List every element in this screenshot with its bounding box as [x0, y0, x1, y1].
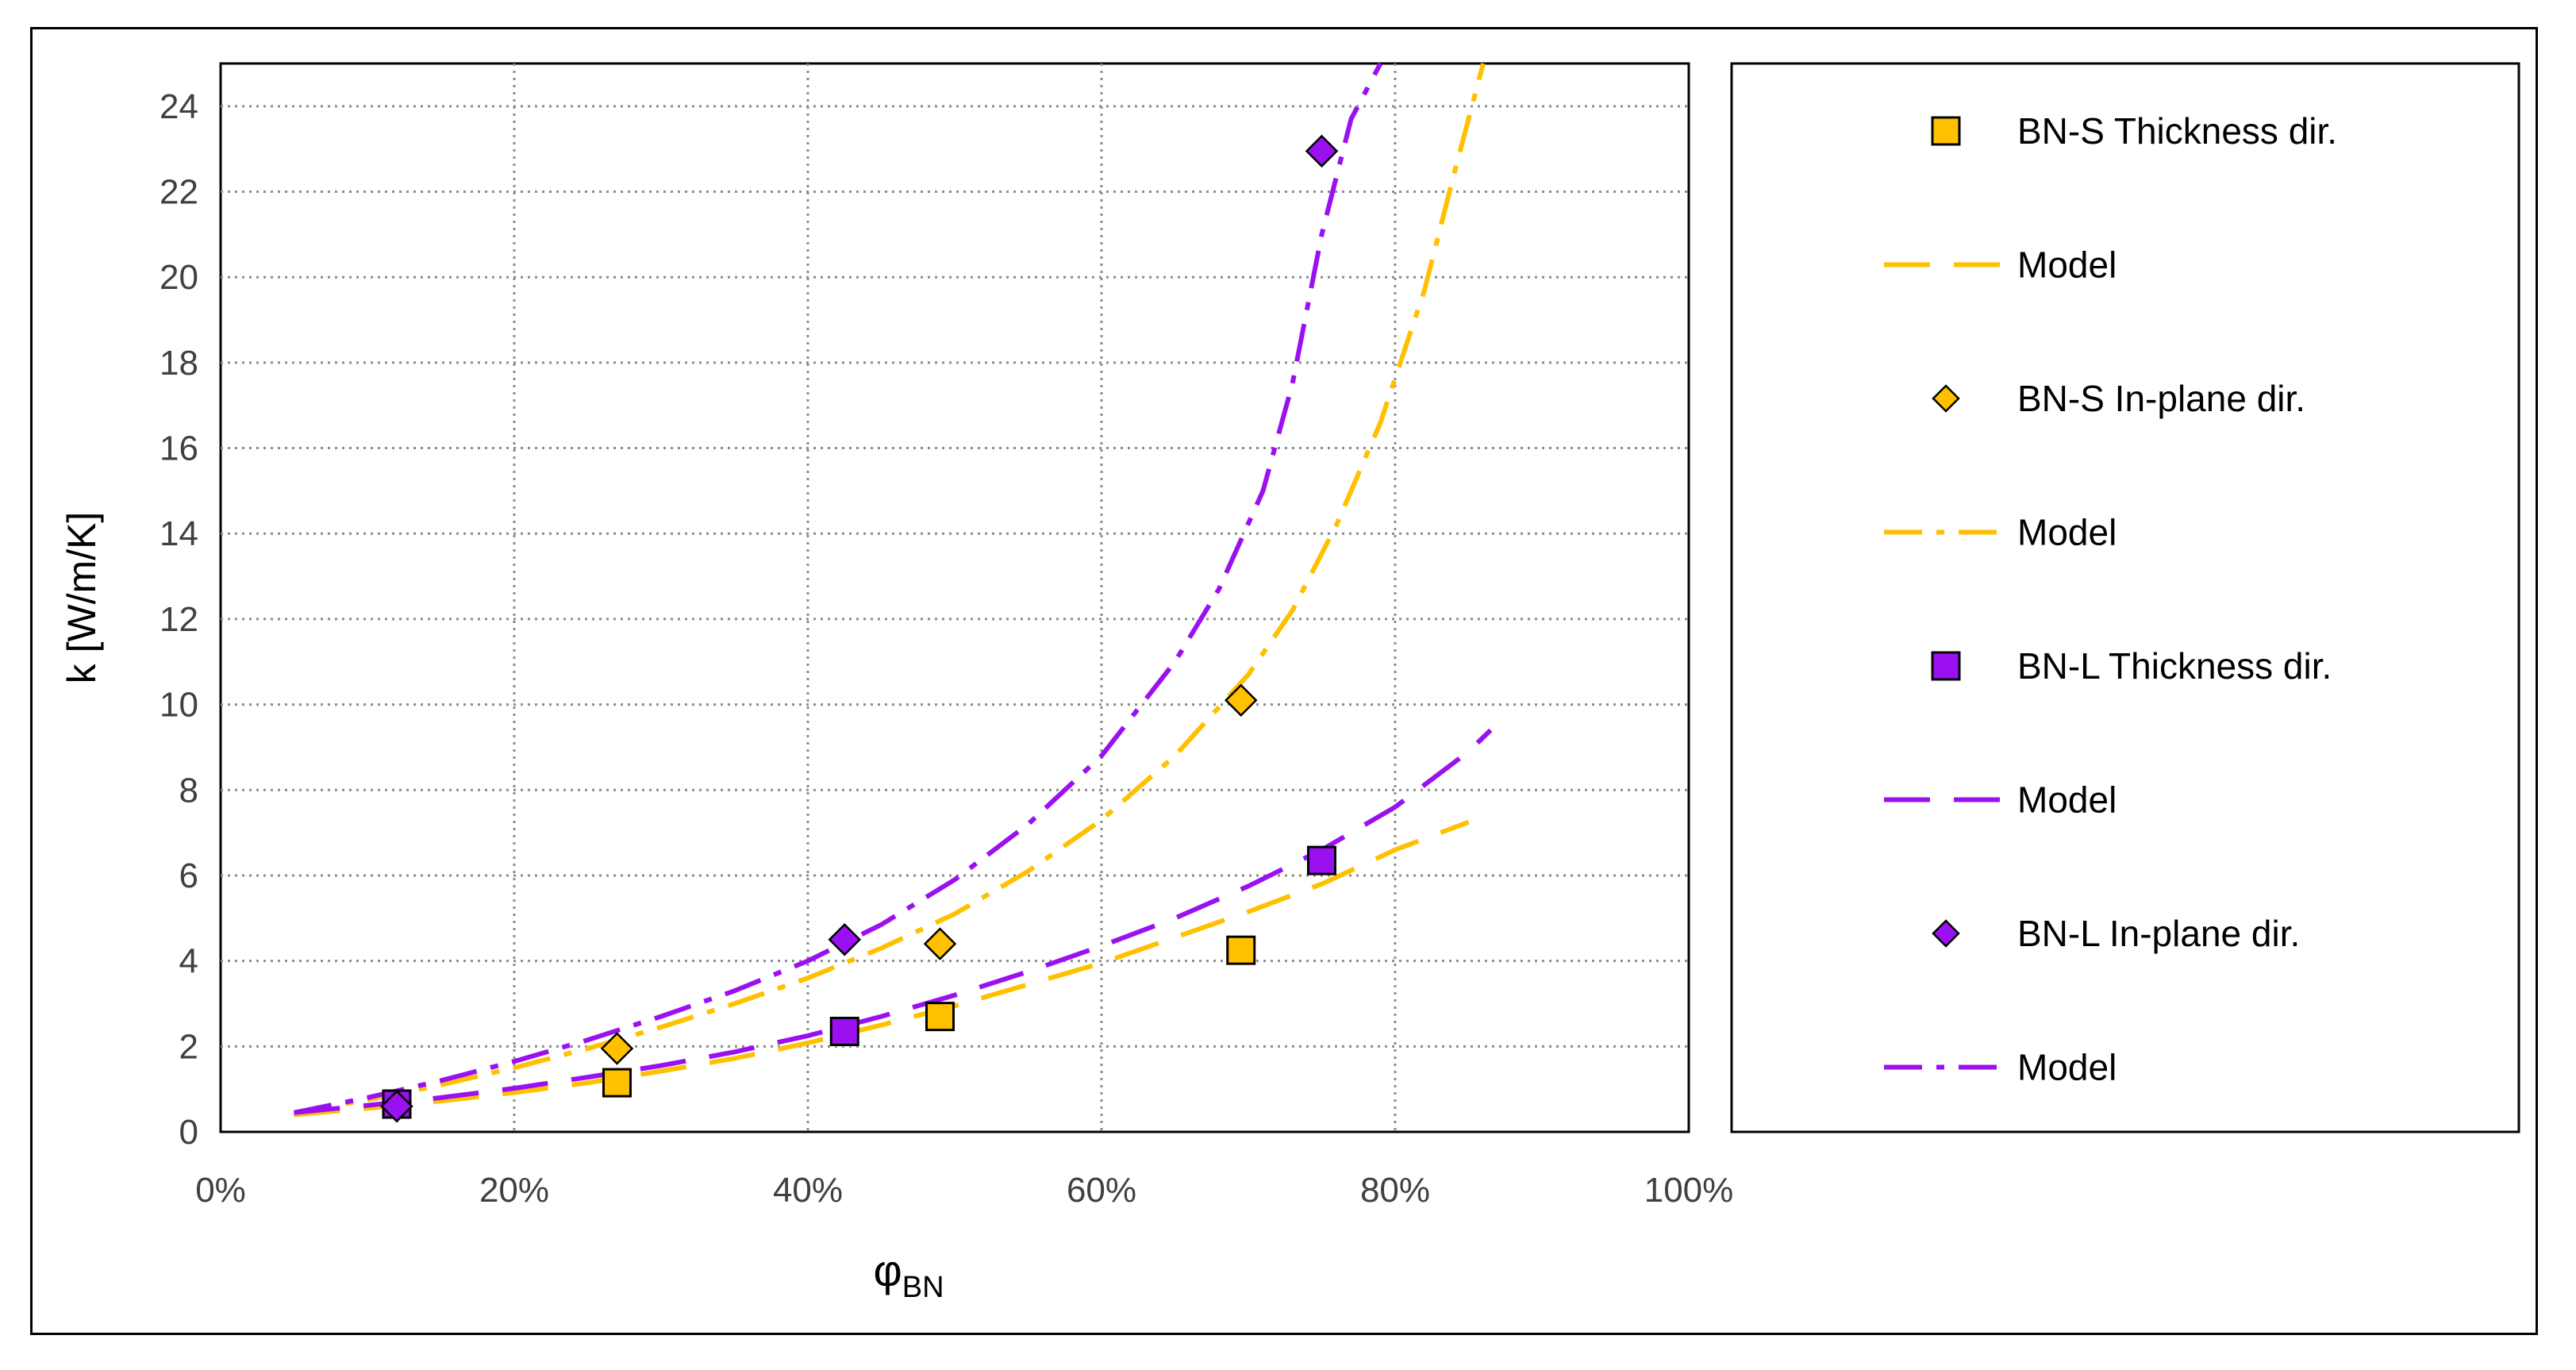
legend-label: Model: [2017, 779, 2117, 821]
legend: BN-S Thickness dir. Model BN-S In-plane di…: [1884, 110, 2337, 1088]
model-line: [293, 62, 1383, 1115]
square-marker: [602, 1068, 632, 1098]
model-line: [294, 728, 1493, 1115]
x-tick-label: 100%: [1644, 1171, 1734, 1210]
y-tick-label: 14: [160, 514, 198, 553]
diamond-marker: [1224, 683, 1258, 717]
square-marker: [1226, 935, 1256, 965]
x-axis-title-symbol: φ: [873, 1245, 902, 1295]
diamond-marker: [1305, 134, 1339, 168]
diamond-marker: [828, 922, 862, 956]
x-tick-label: 40%: [773, 1171, 843, 1210]
legend-label: Model: [2017, 244, 2117, 286]
y-tick-label: 0: [179, 1113, 198, 1152]
plot-area: [219, 62, 1690, 1133]
x-tick-label: 0%: [195, 1171, 246, 1210]
diamond-marker: [380, 1089, 413, 1123]
legend-label: Model: [2017, 1047, 2117, 1088]
diamond-marker: [923, 927, 957, 960]
data-markers: [380, 134, 1339, 1123]
gridlines: [221, 63, 1689, 1132]
model-line: [293, 63, 1486, 1115]
y-tick-label: 4: [179, 942, 198, 981]
legend-label: BN-S Thickness dir.: [2017, 110, 2337, 152]
y-axis-title: k [W/m/K]: [60, 512, 104, 684]
legend-marker: [1932, 384, 1960, 413]
y-tick-label: 6: [179, 856, 198, 895]
y-tick-label: 8: [179, 771, 198, 810]
y-tick-label: 24: [160, 87, 198, 126]
y-tick-label: 22: [160, 173, 198, 212]
y-tick-label: 16: [160, 429, 198, 468]
square-marker: [925, 1002, 955, 1032]
x-axis-title-subscript: BN: [902, 1271, 944, 1304]
y-tick-label: 12: [160, 600, 198, 639]
legend-marker: [1932, 919, 1960, 948]
legend-label: BN-L Thickness dir.: [2017, 645, 2332, 687]
legend-label: BN-L In-plane dir.: [2017, 913, 2300, 954]
x-axis-title: φBN: [873, 1245, 944, 1304]
model-lines: [293, 62, 1493, 1118]
square-marker: [1307, 845, 1336, 875]
x-tick-label: 60%: [1067, 1171, 1136, 1210]
x-tick-label: 80%: [1360, 1171, 1430, 1210]
legend-label: Model: [2017, 512, 2117, 553]
y-tick-label: 2: [179, 1027, 198, 1066]
y-tick-label: 18: [160, 344, 198, 383]
legend-label: BN-S In-plane dir.: [2017, 378, 2305, 419]
legend-marker: [1931, 651, 1961, 681]
legend-box: [1730, 62, 2520, 1133]
x-tick-label: 20%: [479, 1171, 549, 1210]
legend-marker: [1931, 116, 1961, 146]
model-line: [294, 819, 1470, 1118]
square-marker: [829, 1016, 859, 1046]
diamond-marker: [600, 1032, 634, 1065]
x-tick-labels: 0% 20% 40% 60% 80% 100%: [195, 1171, 1733, 1210]
y-tick-label: 20: [160, 258, 198, 297]
y-tick-label: 10: [160, 686, 198, 725]
